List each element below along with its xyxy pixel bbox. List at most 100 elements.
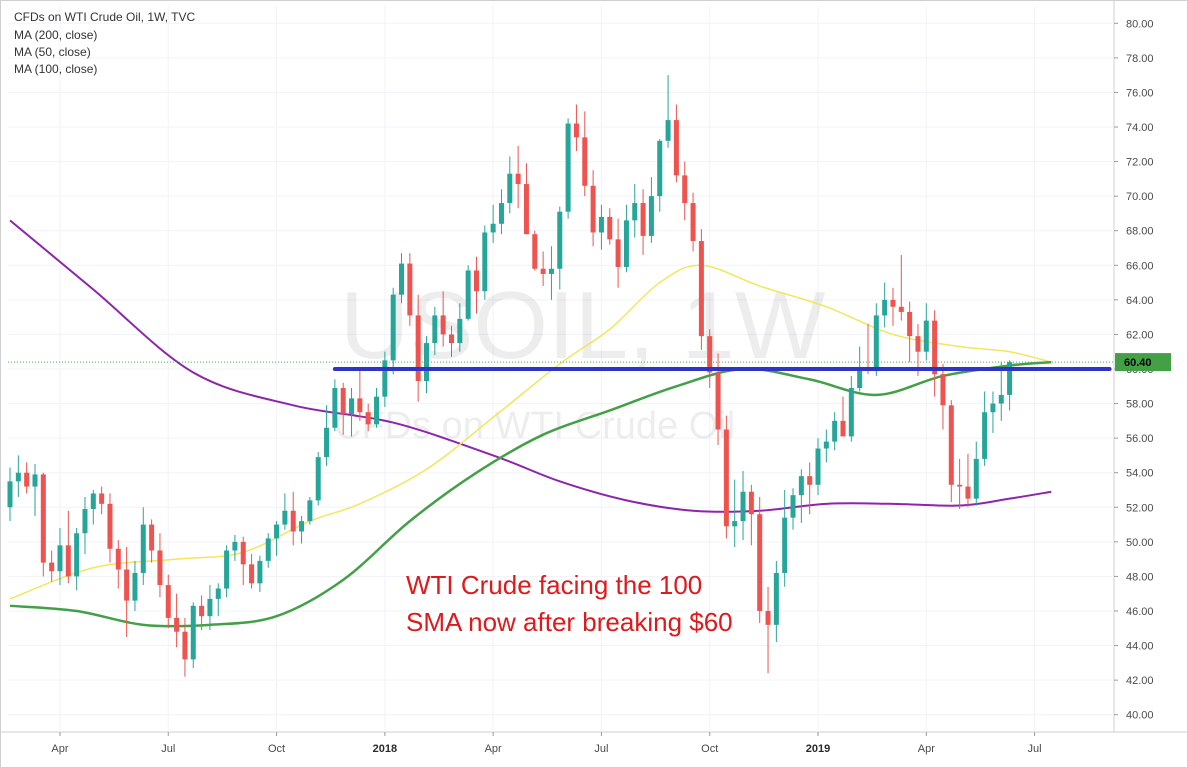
candle-body xyxy=(107,503,113,549)
candle-body xyxy=(782,517,788,573)
candle xyxy=(207,585,213,631)
candle xyxy=(873,303,879,376)
candle-body xyxy=(898,306,904,312)
price-tick-label: 76.00 xyxy=(1126,87,1154,99)
candle-body xyxy=(332,388,338,428)
candle xyxy=(865,324,871,375)
price-tick-label: 72.00 xyxy=(1126,157,1154,169)
candle-body xyxy=(115,548,121,570)
candle-body xyxy=(57,545,63,572)
candle-body xyxy=(623,220,629,268)
candle xyxy=(374,388,380,428)
price-tick-label: 52.00 xyxy=(1126,502,1154,514)
candle xyxy=(615,218,621,288)
candle xyxy=(623,204,629,273)
candle xyxy=(74,528,80,591)
price-tick-label: 56.00 xyxy=(1126,433,1154,445)
candle-body xyxy=(340,388,346,414)
candle-body xyxy=(982,412,988,459)
candle-body xyxy=(965,486,971,499)
candle xyxy=(590,170,596,247)
candle xyxy=(723,415,729,539)
candle xyxy=(582,111,588,197)
candle xyxy=(282,493,288,530)
candle-body xyxy=(698,241,704,337)
candle xyxy=(107,493,113,563)
candle xyxy=(757,496,763,624)
candle xyxy=(7,467,13,522)
candle xyxy=(157,533,163,598)
candle xyxy=(982,391,988,466)
candle-body xyxy=(324,427,330,458)
candle xyxy=(640,189,646,255)
candle xyxy=(482,225,488,300)
ma-line-ma-50-close xyxy=(9,264,1052,600)
candle xyxy=(940,363,946,430)
candle-body xyxy=(707,336,713,373)
candle-body xyxy=(357,398,363,413)
candle xyxy=(532,230,538,271)
price-tick-label: 80.00 xyxy=(1126,18,1154,30)
candle-body xyxy=(374,396,380,425)
candle xyxy=(299,515,305,544)
price-tick-label: 62.00 xyxy=(1126,329,1154,341)
candle xyxy=(199,595,205,631)
candle-body xyxy=(723,429,729,527)
candle-body xyxy=(632,203,638,221)
candle xyxy=(923,303,929,361)
candle-body xyxy=(957,484,963,487)
candle-body xyxy=(465,270,471,319)
candle xyxy=(457,303,463,352)
candle-body xyxy=(99,493,105,504)
candle-body xyxy=(498,203,504,224)
candle xyxy=(690,192,696,252)
candle-body xyxy=(299,521,305,532)
annotation-line-1: WTI Crude facing the 100 xyxy=(406,570,702,600)
candle-body xyxy=(990,403,996,413)
candle xyxy=(632,184,638,238)
candle xyxy=(598,204,604,250)
candle xyxy=(698,228,704,350)
ma-line-ma-200-close xyxy=(9,219,1052,513)
candle-body xyxy=(573,123,579,138)
candle xyxy=(890,287,896,326)
candle-body xyxy=(132,572,138,601)
candle xyxy=(957,458,963,510)
candle-body xyxy=(640,203,646,236)
candle xyxy=(815,438,821,496)
candle-body xyxy=(565,123,571,212)
candle-body xyxy=(673,120,679,176)
candle xyxy=(382,351,388,408)
price-tick-label: 48.00 xyxy=(1126,571,1154,583)
candle xyxy=(907,301,913,363)
candle xyxy=(973,441,979,506)
candle xyxy=(490,204,496,243)
candle-body xyxy=(40,474,46,563)
candle-body xyxy=(124,569,130,601)
candle xyxy=(290,491,296,546)
candle xyxy=(765,586,771,674)
candle xyxy=(565,118,571,219)
candle-body xyxy=(690,203,696,242)
candle-body xyxy=(432,315,438,344)
candle-body xyxy=(282,510,288,525)
price-tick-label: 58.00 xyxy=(1126,399,1154,411)
candle-body xyxy=(823,441,829,449)
candle-body xyxy=(740,491,746,522)
candle-body xyxy=(657,140,663,197)
legend-ma-200: MA (200, close) xyxy=(14,28,97,42)
candle-body xyxy=(224,550,230,589)
watermark-description: CFDs on WTI Crude Oil xyxy=(334,405,735,447)
legend-ma-50: MA (50, close) xyxy=(14,45,91,59)
candle-body xyxy=(507,173,513,204)
candle-body xyxy=(457,318,463,344)
candle xyxy=(465,265,471,321)
candle-body xyxy=(448,334,454,344)
candle xyxy=(473,256,479,314)
candle-body xyxy=(90,493,96,510)
candle xyxy=(782,490,788,587)
candle xyxy=(124,547,130,637)
candle xyxy=(498,189,504,235)
